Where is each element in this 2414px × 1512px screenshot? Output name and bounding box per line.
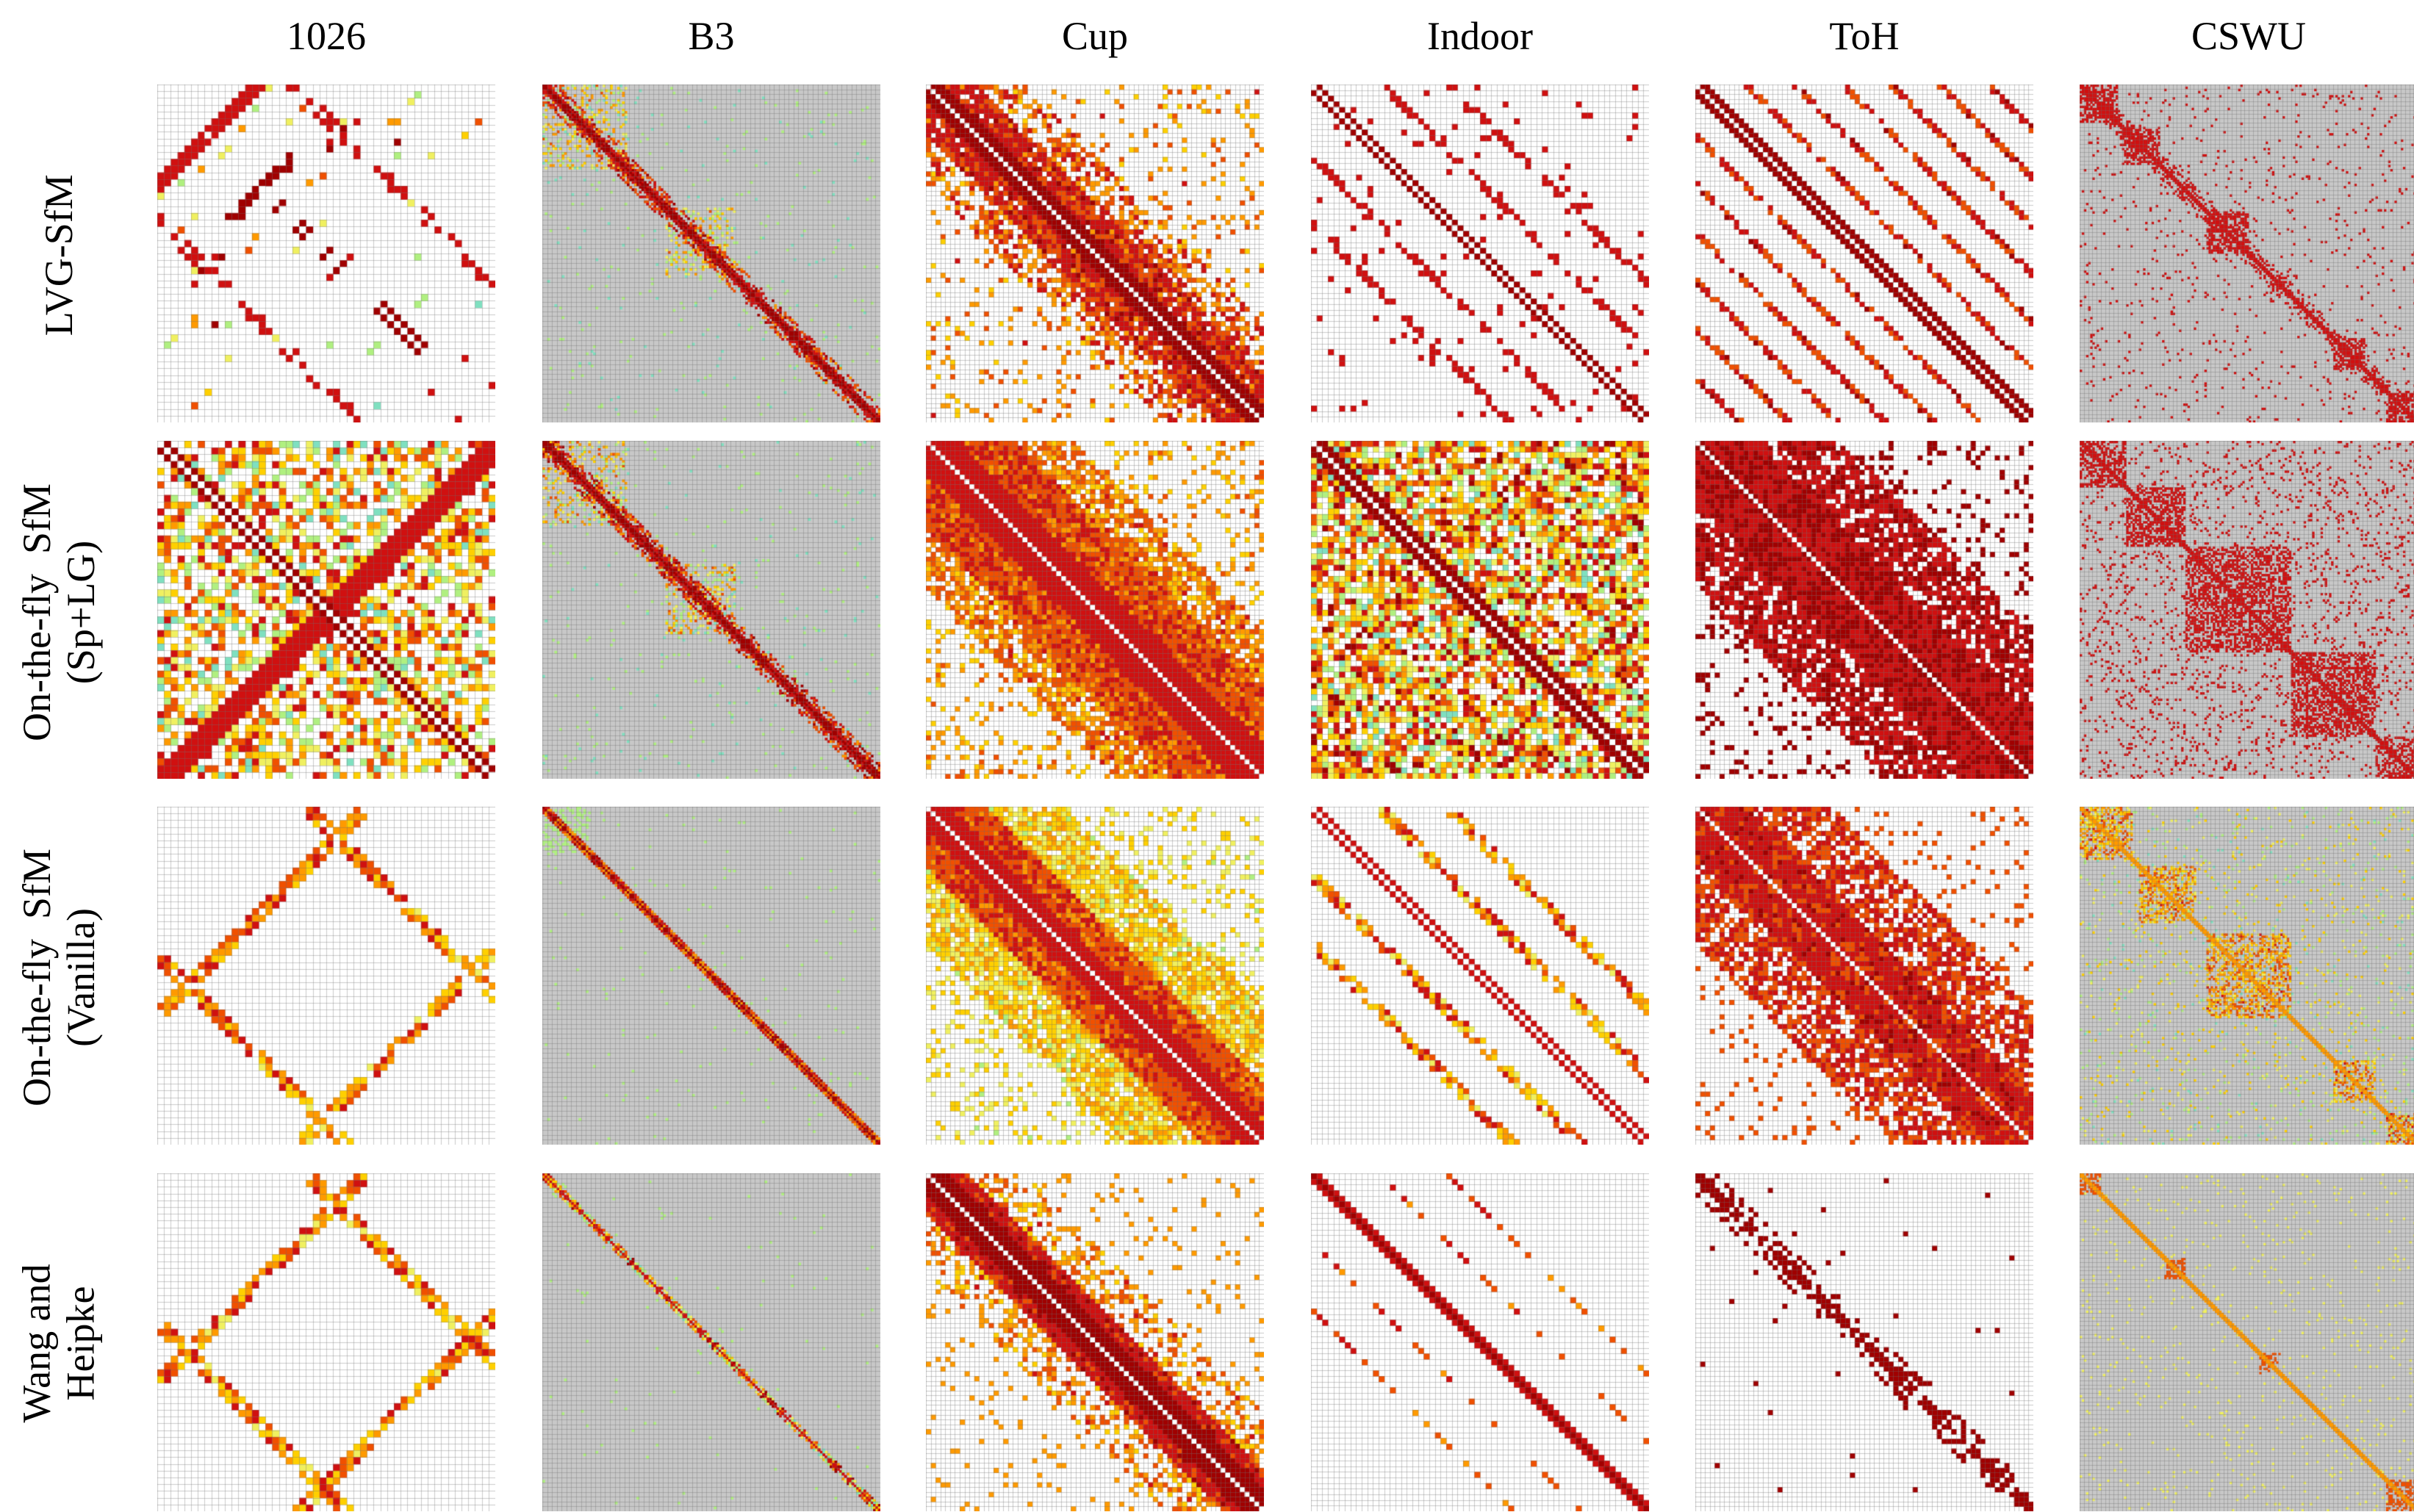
column-header-toh: ToH	[1829, 14, 1900, 58]
row-header-line: On-the-fly SfM	[14, 483, 59, 741]
matrix-lvg-c1026	[157, 84, 495, 422]
row-header-line: Heipke	[59, 1286, 103, 1400]
matrix-lvg-indoor	[1311, 84, 1649, 422]
row-header-onthefly_splg: On-the-fly SfM (Sp+LG)	[0, 443, 118, 781]
row-header-line: (Sp+LG)	[59, 540, 104, 684]
matrix-onthefly_splg-indoor	[1311, 441, 1649, 779]
matrix-wang-c1026	[157, 1173, 495, 1511]
column-header-b3: B3	[688, 14, 735, 58]
row-header-line: LVG-SfM	[36, 173, 81, 336]
matrix-lvg-b3	[542, 84, 880, 422]
row-header-line: On-the-fly SfM	[14, 848, 59, 1106]
matrix-onthefly_splg-cswu	[2080, 441, 2414, 779]
row-header-onthefly_vanilla: On-the-fly SfM (Vanilla)	[0, 808, 118, 1146]
row-header-line: Wang and	[14, 1263, 59, 1423]
matrix-onthefly_vanilla-c1026	[157, 807, 495, 1145]
matrix-wang-indoor	[1311, 1173, 1649, 1511]
matrix-onthefly_vanilla-toh	[1695, 807, 2033, 1145]
matrix-wang-b3	[542, 1173, 880, 1511]
matrix-lvg-toh	[1695, 84, 2033, 422]
matrix-wang-toh	[1695, 1173, 2033, 1511]
row-header-line: (Vanilla)	[59, 907, 104, 1047]
column-header-indoor: Indoor	[1427, 14, 1533, 58]
matrix-onthefly_vanilla-b3	[542, 807, 880, 1145]
matrix-onthefly_splg-cup	[926, 441, 1264, 779]
column-header-cswu: CSWU	[2191, 14, 2306, 58]
matrix-wang-cswu	[2080, 1173, 2414, 1511]
matrix-onthefly_vanilla-cup	[926, 807, 1264, 1145]
matrix-lvg-cswu	[2080, 84, 2414, 422]
matrix-lvg-cup	[926, 84, 1264, 422]
matrix-onthefly_splg-b3	[542, 441, 880, 779]
matrix-onthefly_vanilla-cswu	[2080, 807, 2414, 1145]
matrix-onthefly_splg-c1026	[157, 441, 495, 779]
column-header-cup: Cup	[1061, 14, 1129, 58]
row-header-wang: Wang and Heipke	[0, 1174, 118, 1512]
column-header-c1026: 1026	[287, 14, 366, 58]
matrix-wang-cup	[926, 1173, 1264, 1511]
matrix-onthefly_vanilla-indoor	[1311, 807, 1649, 1145]
matrix-onthefly_splg-toh	[1695, 441, 2033, 779]
row-header-lvg: LVG-SfM	[0, 86, 118, 424]
